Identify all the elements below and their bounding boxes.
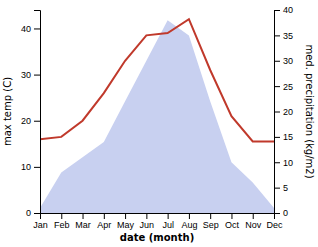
tick-mark — [104, 213, 105, 219]
tick-mark — [274, 35, 280, 36]
tick-label: 30 — [21, 70, 31, 80]
tick: Aug — [181, 213, 197, 230]
tick-mark — [34, 121, 40, 122]
tick-label: 25 — [283, 82, 293, 92]
tick-label: Jun — [140, 220, 155, 230]
tick: Oct — [225, 213, 240, 230]
tick-mark — [34, 28, 40, 29]
axis-line — [34, 11, 41, 214]
tick-label: Mar — [75, 220, 91, 230]
tick-label: 0 — [26, 208, 31, 218]
tick: Nov — [245, 213, 262, 230]
tick: Sep — [203, 213, 219, 230]
tick-mark — [34, 167, 40, 168]
tick: 5 — [274, 183, 288, 193]
tick: Apr — [97, 213, 111, 230]
tick-mark — [210, 213, 211, 219]
tick-label: 10 — [283, 158, 293, 168]
tick: 25 — [274, 82, 293, 92]
tick-mark — [274, 213, 280, 214]
tick-mark — [274, 10, 280, 11]
tick: 30 — [21, 70, 40, 80]
tick: Jan — [33, 213, 48, 230]
tick-label: 40 — [21, 24, 31, 34]
x-axis: Jan Feb Mar Apr May Jun Jul Aug Sep Oct Nov Dec — [33, 213, 283, 230]
tick-mark — [168, 213, 169, 219]
tick: Dec — [266, 213, 283, 230]
axis-line — [41, 214, 275, 220]
tick-label: Jul — [162, 220, 174, 230]
tick: Feb — [54, 213, 70, 230]
tick: 0 — [26, 208, 40, 218]
tick: 20 — [274, 107, 293, 117]
tick: 35 — [274, 31, 293, 41]
tick: 0 — [274, 208, 288, 218]
tick: May — [117, 213, 135, 230]
line — [40, 19, 274, 141]
tick-label: Feb — [54, 220, 70, 230]
marks — [40, 19, 274, 213]
tick-label: 5 — [283, 183, 288, 193]
y2-axis-title: med. precipitation (kg/m2) — [304, 44, 315, 178]
tick-mark — [274, 61, 280, 62]
tick: Jun — [140, 213, 155, 230]
tick: 40 — [21, 24, 40, 34]
x-axis-title: date (month) — [120, 232, 194, 243]
tick-mark — [83, 213, 84, 219]
tick: Jul — [162, 213, 174, 230]
tick-mark — [274, 188, 280, 189]
tick-mark — [274, 86, 280, 87]
y-axis-title: max temp (C) — [2, 77, 13, 146]
tick-label: Nov — [245, 220, 262, 230]
tick: Mar — [75, 213, 91, 230]
tick-label: 10 — [21, 162, 31, 172]
tick-mark — [34, 213, 40, 214]
tick-label: 20 — [283, 107, 293, 117]
tick-mark — [253, 213, 254, 219]
chart: JanFebMarAprMayJunJulAugSepOctNovDec0102… — [0, 0, 318, 247]
y2-axis: 0 5 10 15 20 25 30 35 40 — [274, 5, 293, 218]
tick-mark — [274, 162, 280, 163]
tick-label: Jan — [33, 220, 48, 230]
tick: 40 — [274, 5, 293, 15]
tick-label: 15 — [283, 132, 293, 142]
tick-mark — [146, 213, 147, 219]
tick-label: Apr — [97, 220, 111, 230]
axis-line — [275, 11, 281, 214]
tick-label: 30 — [283, 56, 293, 66]
tick: 10 — [274, 158, 293, 168]
area — [40, 20, 274, 213]
tick-mark — [125, 213, 126, 219]
tick-label: 20 — [21, 116, 31, 126]
tick-label: Dec — [266, 220, 283, 230]
tick-mark — [61, 213, 62, 219]
tick-mark — [34, 75, 40, 76]
tick: 15 — [274, 132, 293, 142]
tick-label: 35 — [283, 31, 293, 41]
plot: JanFebMarAprMayJunJulAugSepOctNovDec0102… — [21, 5, 293, 230]
tick: 10 — [21, 162, 40, 172]
tick-label: 40 — [283, 5, 293, 15]
tick-label: May — [117, 220, 135, 230]
tick-mark — [231, 213, 232, 219]
tick: 20 — [21, 116, 40, 126]
tick-label: Oct — [225, 220, 240, 230]
tick-label: 0 — [283, 208, 288, 218]
tick-mark — [274, 112, 280, 113]
tick-label: Aug — [181, 220, 197, 230]
tick: 30 — [274, 56, 293, 66]
tick-label: Sep — [203, 220, 219, 230]
tick-mark — [189, 213, 190, 219]
y-axis: 0 10 20 30 40 — [21, 11, 41, 219]
tick-mark — [274, 137, 280, 138]
